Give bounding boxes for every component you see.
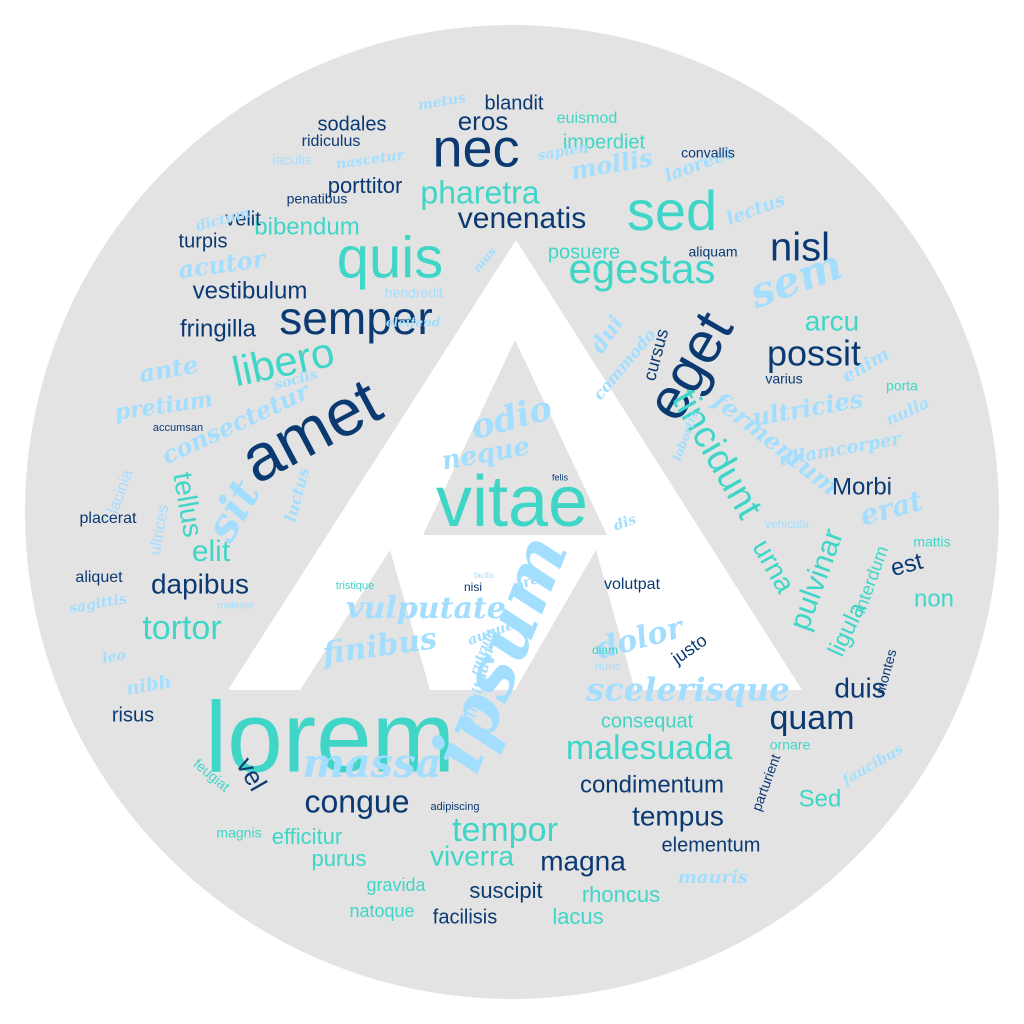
word-accumsan: accumsan [153,422,203,434]
word-leo: leo [101,647,127,667]
word-egestas: egestas [568,245,715,292]
word-posuere: posuere [548,241,620,263]
word-placerat: placerat [80,510,137,527]
word-velit: velit [225,208,261,230]
word-penatibus: penatibus [287,191,348,207]
word-dapibus: dapibus [151,568,249,599]
word-iaculis: iaculis [273,152,312,168]
word-elementum: elementum [662,834,761,856]
word-lacus: lacus [552,904,603,929]
word-turpis: turpis [179,230,228,252]
word-tristique: tristique [336,580,375,592]
word-eleifend: eleifend [386,316,441,330]
word-aliquet: aliquet [75,569,123,586]
word-natoque: natoque [349,901,414,921]
word-blandit: blandit [485,92,544,114]
word-condimentum: condimentum [580,771,724,798]
word-vestibulum: vestibulum [193,277,308,304]
word-sed: Sed [799,785,842,812]
word-lorem: lorem [205,681,455,793]
word-hendredit: hendredit [385,285,443,301]
word-quis: quis [337,225,443,290]
word-bibendum: bibendum [254,213,359,240]
word-mattis: mattis [913,534,950,550]
word-diam: diam [592,643,618,657]
word-magnis: magnis [216,825,261,841]
word-quam: quam [769,699,854,737]
word-purus: purus [311,846,366,871]
word-aliquam: aliquam [688,244,737,260]
word-nec: nec [432,118,519,178]
word-consequat: consequat [601,710,694,732]
word-viverra: viverra [430,840,514,871]
word-tempus: tempus [632,800,724,831]
word-imperdiet: imperdiet [563,131,646,153]
word-efficitur: efficitur [272,824,343,849]
word-morbi: Morbi [832,473,892,500]
word-adipiscing: adipiscing [431,801,480,813]
word-vulputate: vulputate [346,591,506,626]
word-vitae: vitae [436,462,588,542]
word-suscipit: suscipit [469,878,542,903]
word-congue: congue [305,783,410,819]
word-ornare: ornare [770,737,811,753]
word-non: non [914,585,954,612]
word-tempor: tempor [452,811,558,849]
word-felis: felis [552,472,569,482]
word-mauris: mauris [678,867,748,888]
word-elit: elit [192,535,231,568]
word-vehicula: vehicula [765,517,809,531]
word-porta: porta [886,378,918,394]
word-magna: magna [540,845,626,876]
word-arcu: arcu [805,305,859,336]
word-nunc: nunc [595,659,621,673]
word-nisl: nisl [770,226,830,270]
word-nisi: nisi [464,580,482,594]
word-fringilla: fringilla [180,315,257,342]
word-venenatis: venenatis [458,202,586,235]
word-sodales: sodales [318,113,387,135]
word-eros: eros [458,106,509,136]
triangle-logo [228,240,802,690]
word-dis: dis [611,512,638,535]
word-sed: sed [627,179,717,242]
word-volutpat: volutpat [604,576,661,593]
word-scelerisque: scelerisque [585,671,789,709]
word-euismod: euismod [557,110,617,127]
word-possit: possit [767,333,861,374]
word-porttitor: porttitor [328,173,403,198]
word-varius: varius [765,371,802,387]
word-duis: duis [834,672,885,703]
word-massa: massa [302,740,441,787]
word-gravida: gravida [366,875,426,895]
word-molestie: molestie [217,601,255,612]
word-semper: semper [279,292,432,344]
word-ridiculus: ridiculus [302,133,361,150]
word-rhoncus: rhoncus [582,882,660,907]
word-risus: risus [112,704,154,726]
word-malesuada: malesuada [566,729,732,767]
word-pharetra: pharetra [420,174,539,210]
word-facilisis: facilisis [433,906,497,928]
word-convallis: convallis [681,145,735,161]
word-facilis: facilis [474,571,494,580]
word-tortor: tortor [142,609,221,647]
background-circle [25,25,999,999]
